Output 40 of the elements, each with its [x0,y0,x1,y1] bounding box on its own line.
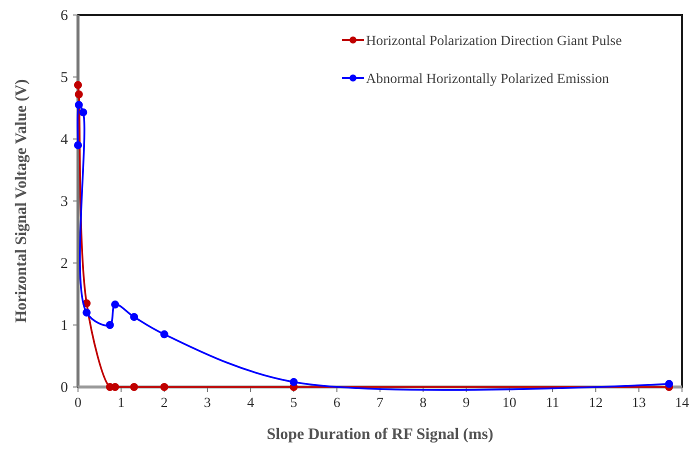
y-axis-title: Horizontal Signal Voltage Value (V) [13,79,30,323]
x-tick-label: 11 [546,396,560,411]
point [160,330,168,338]
point [160,383,168,391]
point [130,383,138,391]
point [82,308,91,317]
x-tick-label: 13 [632,396,646,411]
point [130,312,138,321]
y-tick-label: 6 [60,8,68,24]
x-tick-label: 8 [420,396,427,411]
x-tick-label: 14 [675,396,689,411]
x-tick-label: 1 [118,396,125,411]
x-tick-label: 9 [462,396,470,411]
x-tick-label: 0 [74,396,82,411]
x-tick-label: 6 [333,396,340,411]
x-tick-label: 12 [588,396,603,411]
y-tick-label: 3 [60,194,68,210]
x-tick-label: 5 [290,396,298,411]
x-tick-label: 2 [160,396,168,411]
y-tick-label: 2 [60,256,68,272]
point [111,300,120,309]
point [74,81,82,90]
legend-label: Horizontal Polarization Direction Giant Pulse [366,34,622,49]
x-tick-label: 3 [204,396,211,411]
point [665,380,674,388]
point [106,321,114,329]
x-tick-label: 7 [376,396,384,411]
x-tick-label: 10 [502,396,516,411]
point [79,108,88,116]
legend-label: Abnormal Horizontally Polarized Emission [366,72,610,87]
x-axis-title: Slope Duration of RF Signal (ms) [266,426,494,443]
y-tick-label: 1 [60,318,68,334]
point [74,141,82,150]
y-tick-label: 5 [60,70,68,86]
y-tick-label: 0 [60,380,68,396]
point [74,90,83,98]
point [290,378,298,386]
x-tick-label: 4 [247,396,254,411]
point [74,100,83,109]
y-tick-label: 4 [60,132,68,148]
